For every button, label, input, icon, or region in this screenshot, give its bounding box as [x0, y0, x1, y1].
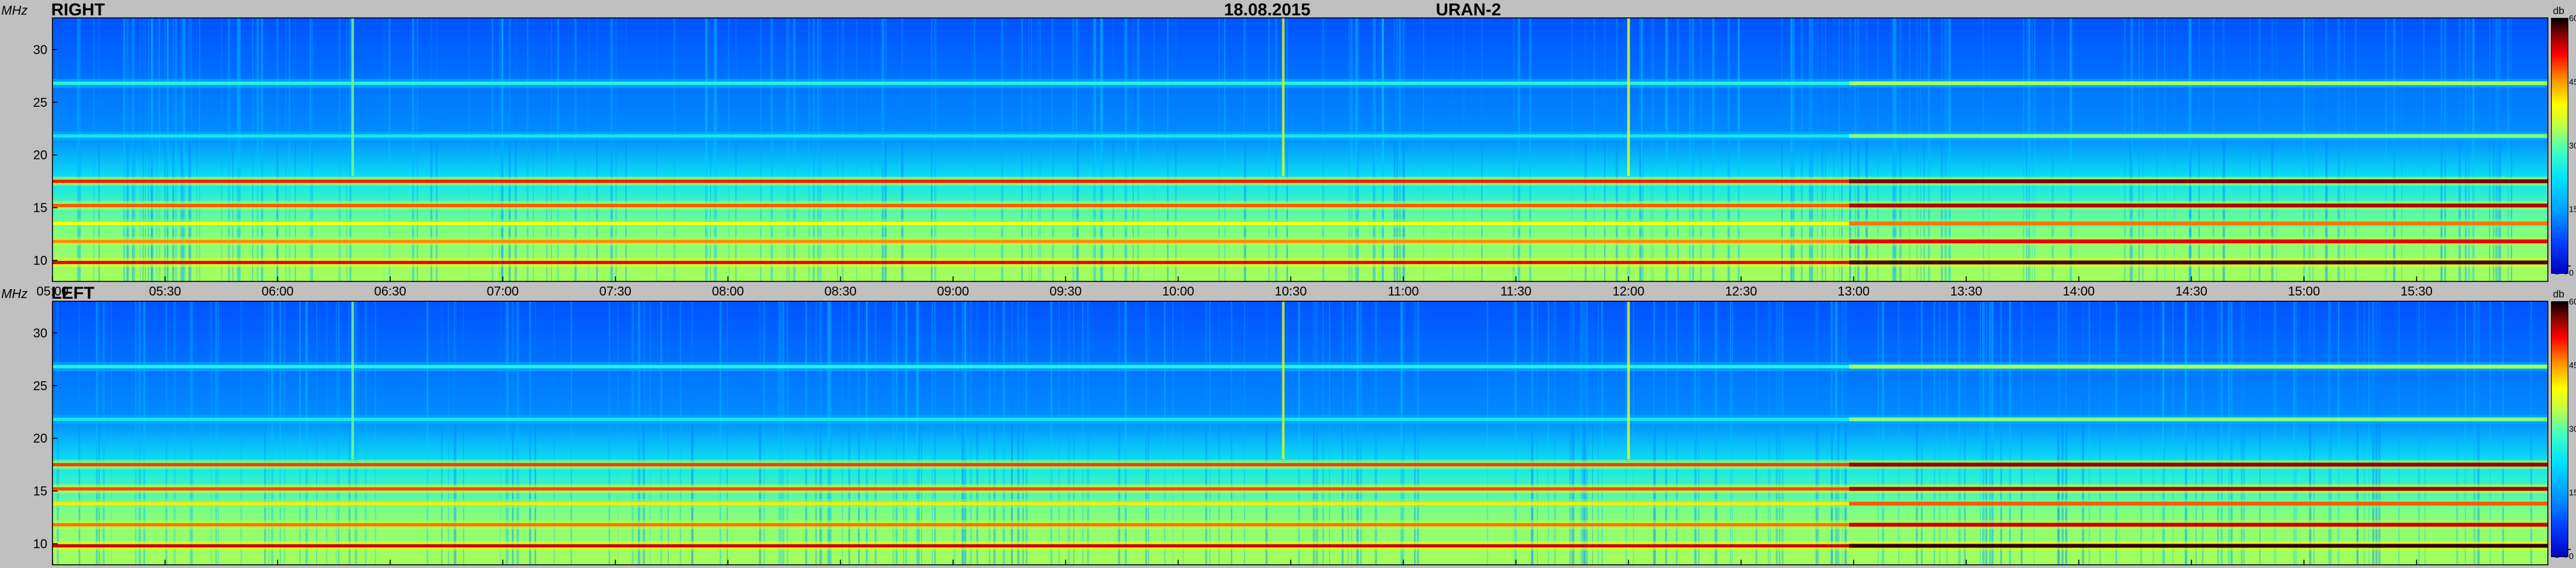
y-tick-label: 25	[33, 96, 47, 110]
spike-line	[1627, 301, 1630, 459]
date-label: 18.08.2015	[1224, 0, 1311, 19]
y-tick-label: 20	[33, 432, 47, 446]
colorbar-tick-label: 30	[2569, 141, 2576, 150]
x-tick-label: 05:30	[149, 285, 181, 299]
ylabel-left: MHz	[1, 287, 28, 301]
band-late-segment	[1849, 81, 2548, 86]
x-tick-label: 09:30	[1049, 285, 1081, 299]
colorbar-tick-label: 15	[2569, 205, 2576, 214]
y-tick-label: 20	[33, 148, 47, 162]
colorbar-label-left: db	[2553, 289, 2564, 300]
band-late-segment	[1849, 365, 2548, 369]
band-late-segment	[1849, 523, 2548, 527]
band-late-segment	[1849, 487, 2548, 491]
colorbar-tick-label: 60	[2569, 297, 2576, 306]
colorbar-tick-label: 15	[2569, 488, 2576, 498]
x-tick-label: 09:00	[937, 285, 969, 299]
instrument-label: URAN-2	[1436, 0, 1502, 19]
spike-line	[1282, 301, 1285, 459]
x-tick-label: 10:30	[1275, 285, 1307, 299]
colorbar-right	[2551, 18, 2568, 274]
x-tick-label: 08:30	[825, 285, 857, 299]
y-tick-label: 15	[33, 485, 47, 499]
x-tick-label: 08:00	[712, 285, 744, 299]
spectrogram-right	[52, 18, 2548, 281]
x-tick-label: 11:30	[1500, 285, 1532, 299]
x-tick-label: 13:00	[1838, 285, 1870, 299]
colorbar-label-right: db	[2553, 6, 2564, 17]
x-tick-label: 14:30	[2175, 285, 2207, 299]
x-tick-label: 07:30	[600, 285, 632, 299]
spike-line	[351, 301, 354, 459]
band-late-segment	[1849, 462, 2548, 467]
y-tick-label: 30	[33, 43, 47, 57]
colorbar-left	[2551, 301, 2568, 557]
colorbar-tick-label: 45	[2569, 361, 2576, 370]
x-tick-label: 10:00	[1162, 285, 1194, 299]
band-late-segment	[1849, 417, 2548, 422]
x-tick-label: 11:00	[1388, 285, 1419, 299]
colorbar-tick-label: 60	[2569, 13, 2576, 23]
band-late-segment	[1849, 203, 2548, 208]
band-late-segment	[1849, 501, 2548, 506]
x-tick-label: 15:00	[2288, 285, 2320, 299]
spectrogram-left	[52, 301, 2548, 565]
spike-line	[351, 18, 354, 176]
y-tick-label: 10	[33, 254, 47, 268]
spectrogram-left-svg	[52, 301, 2548, 565]
x-tick-label: 06:30	[374, 285, 406, 299]
x-tick-label: 06:00	[262, 285, 294, 299]
x-tick-label: 12:00	[1612, 285, 1644, 299]
band-late-segment	[1849, 179, 2548, 184]
panel-title-right: RIGHT	[51, 0, 105, 19]
y-tick-label: 10	[33, 537, 47, 551]
x-tick-label: 12:30	[1725, 285, 1757, 299]
panel-title-left: LEFT	[51, 283, 95, 303]
x-tick-label: 07:00	[487, 285, 519, 299]
band-late-segment	[1849, 134, 2548, 138]
spike-line	[1627, 18, 1630, 176]
colorbar-tick-label: 45	[2569, 77, 2576, 87]
x-tick-label: 15:30	[2401, 285, 2433, 299]
spike-line	[1282, 18, 1285, 176]
ylabel-right: MHz	[1, 4, 28, 18]
x-tick-label: 14:00	[2063, 285, 2095, 299]
spectrogram-right-svg	[52, 18, 2548, 281]
band-late-segment	[1849, 260, 2548, 265]
band-late-segment	[1849, 221, 2548, 226]
band-late-segment	[1849, 544, 2548, 548]
colorbar-tick-label: 30	[2569, 424, 2576, 434]
y-tick-label: 30	[33, 326, 47, 340]
y-tick-label: 15	[33, 201, 47, 216]
x-tick-label: 13:30	[1950, 285, 1982, 299]
band-late-segment	[1849, 239, 2548, 244]
y-tick-label: 25	[33, 379, 47, 393]
